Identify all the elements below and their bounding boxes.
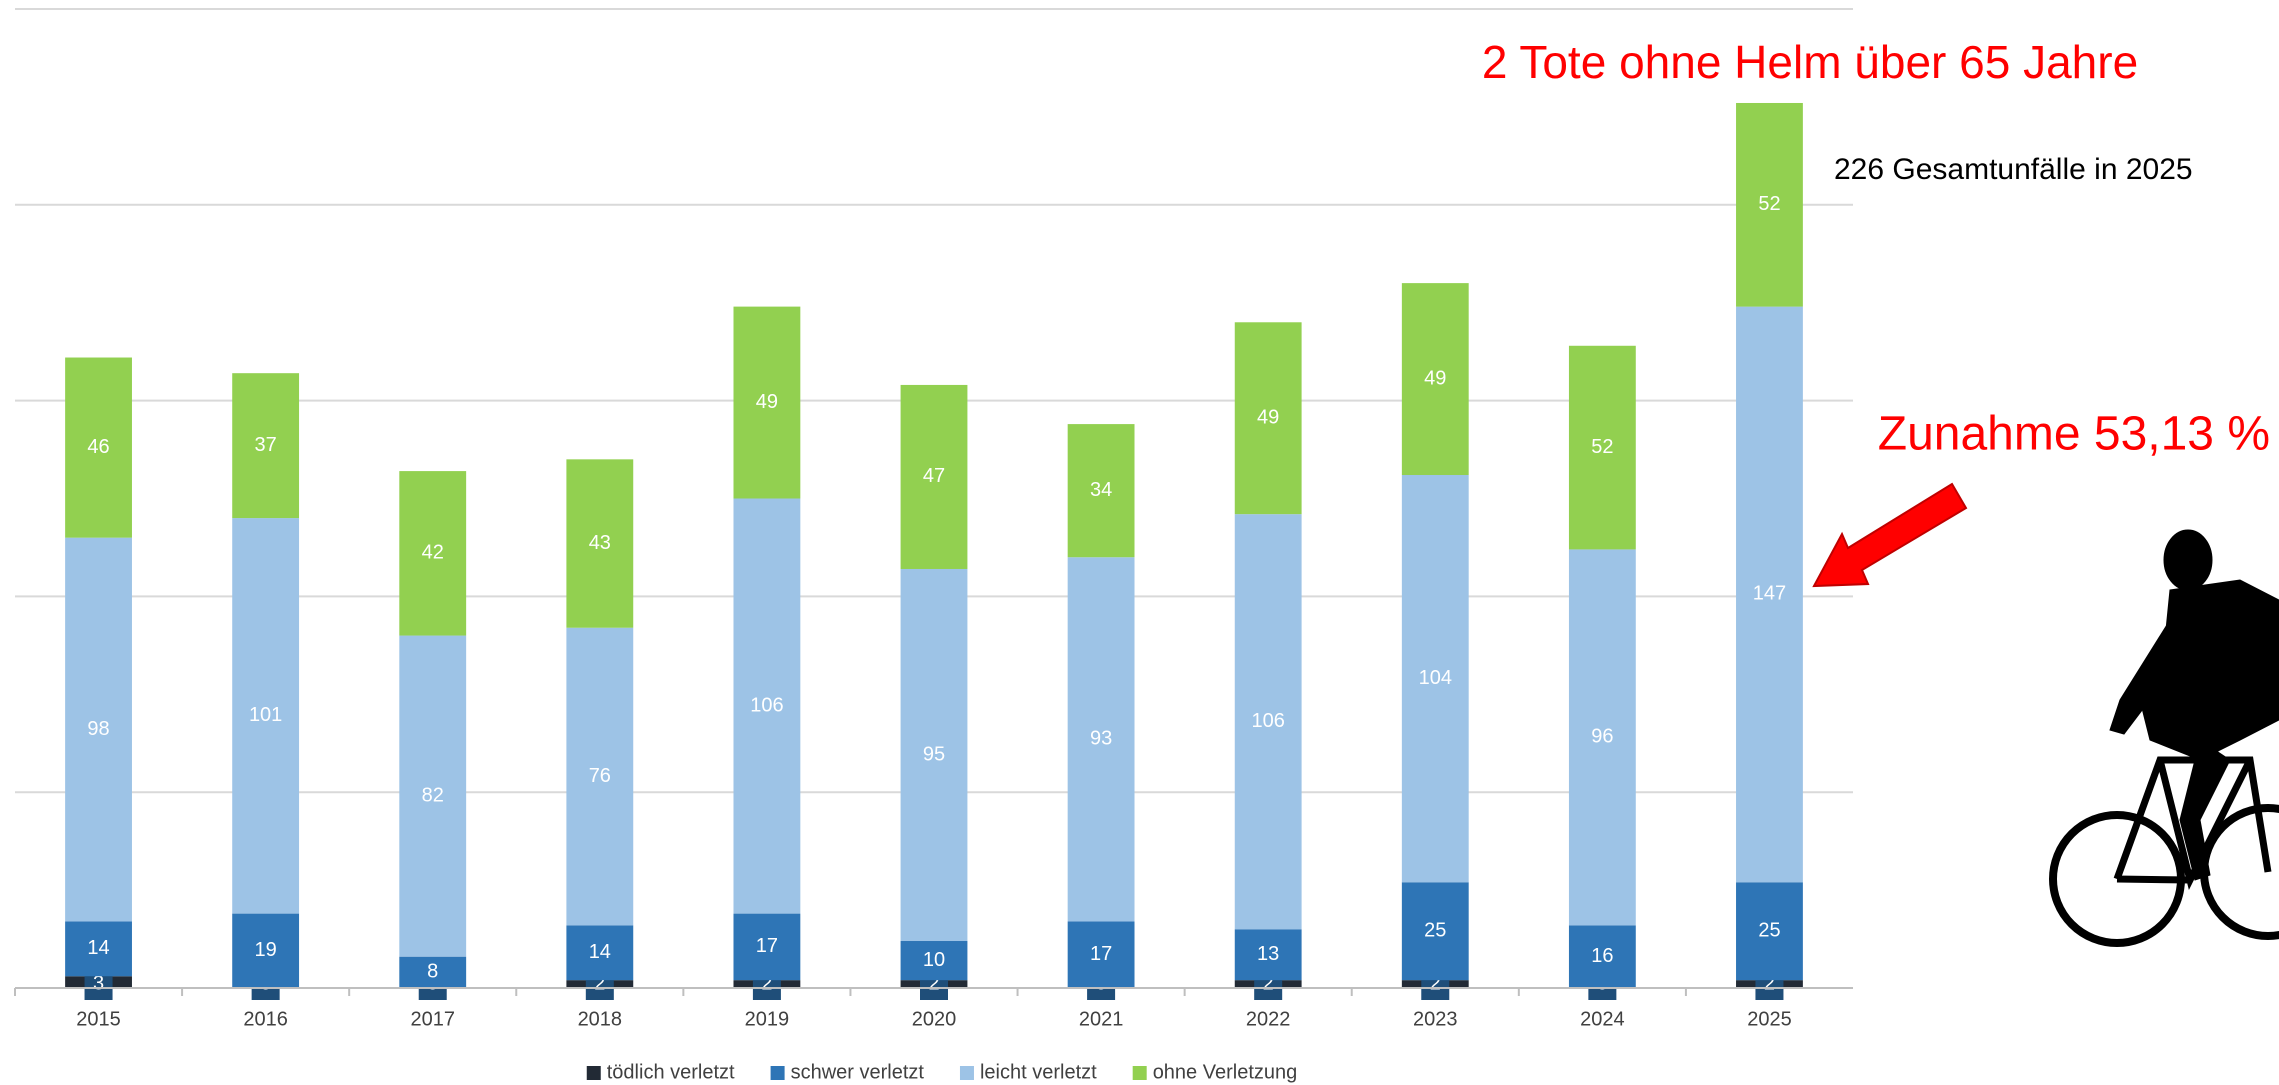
legend-swatch (586, 1066, 601, 1080)
data-label: 52 (1591, 436, 1613, 458)
data-label: 104 (1419, 667, 1452, 689)
data-label: 17 (1090, 943, 1112, 965)
bar-segment (232, 373, 300, 519)
x-tick-label: 2021 (1079, 1008, 1124, 1030)
data-label: 19 (255, 939, 277, 961)
bar-segment (399, 635, 467, 957)
data-label: 49 (1257, 407, 1279, 429)
bar-segment (399, 956, 467, 988)
data-label: 2 (761, 972, 772, 994)
x-tick-label: 2016 (243, 1008, 288, 1030)
data-label: 10 (923, 949, 945, 971)
bar-segment (1568, 345, 1636, 550)
bar-segment (65, 357, 132, 538)
legend-label: schwer verletzt (791, 1061, 925, 1083)
data-label: 8 (427, 961, 438, 983)
legend-label: ohne Verletzung (1153, 1061, 1298, 1083)
bar-segment (1067, 557, 1135, 922)
bar-segment (733, 913, 801, 981)
x-tick-label: 2017 (410, 1008, 455, 1030)
data-label: 25 (1424, 919, 1446, 941)
legend-swatch (770, 1066, 785, 1080)
data-label: 49 (756, 391, 778, 413)
bar-segment (566, 459, 634, 628)
bar-segment (65, 537, 132, 922)
data-label: 82 (422, 784, 444, 806)
data-label: 76 (589, 765, 611, 787)
annotation: 2 Tote ohne Helm über 65 Jahre (1482, 36, 2138, 88)
x-tick-label: 2022 (1246, 1008, 1291, 1030)
data-label: 17 (756, 935, 778, 957)
bar-segment (1401, 475, 1469, 883)
bar-segment (1736, 102, 1803, 307)
data-label: 101 (249, 704, 282, 726)
x-tick-label: 2019 (745, 1008, 790, 1030)
data-label: 52 (1758, 193, 1780, 215)
data-label: 14 (589, 941, 611, 963)
bar-segment (900, 941, 968, 981)
data-label: 3 (93, 972, 104, 994)
data-label: 46 (87, 436, 109, 458)
bar-segment (1234, 514, 1302, 930)
legend-label: tödlich verletzt (607, 1061, 735, 1083)
x-tick-label: 2020 (912, 1008, 957, 1030)
x-tick-label: 2018 (578, 1008, 623, 1030)
x-tick-label: 2015 (76, 1008, 121, 1030)
bar-segment (566, 627, 634, 926)
legend: tödlich verletzt schwer verletzt leicht ve… (586, 1061, 1298, 1083)
bar-segment (232, 913, 300, 988)
bar-segment (900, 568, 968, 942)
bar-segment (1736, 882, 1803, 981)
data-label: 37 (255, 434, 277, 456)
bar-segment (1401, 283, 1469, 476)
data-label: 2 (594, 972, 605, 994)
annotation: Zunahme 53,13 % (1878, 408, 2270, 461)
legend-label: leicht verletzt (980, 1061, 1097, 1083)
data-label: 2 (1430, 972, 1441, 994)
x-tick-label: 2023 (1413, 1008, 1458, 1030)
bar-segment (900, 384, 968, 569)
bar-segment (1234, 322, 1302, 515)
data-label: 93 (1090, 728, 1112, 750)
bar-segment (1568, 549, 1636, 926)
data-label: 25 (1758, 919, 1780, 941)
bar-segment (733, 498, 801, 914)
data-label: 96 (1591, 726, 1613, 748)
bar-segment (399, 471, 467, 636)
annotation: 226 Gesamtunfälle in 2025 (1834, 153, 2193, 186)
x-tick-label: 2024 (1580, 1008, 1625, 1030)
bar-segment (566, 925, 634, 981)
bar-segment (1568, 925, 1636, 988)
data-label: 2 (1764, 972, 1775, 994)
bar-segment (1234, 929, 1302, 981)
data-label: 2 (1263, 972, 1274, 994)
data-label: 106 (750, 694, 783, 716)
arrow (1812, 482, 1968, 588)
bar-segment (1401, 882, 1469, 981)
cyclist-icon (2049, 529, 2279, 947)
bar-segment (733, 306, 801, 499)
x-tick-label: 2025 (1747, 1008, 1792, 1030)
bar-segment (1736, 306, 1803, 883)
data-label: 95 (923, 743, 945, 765)
data-label: 49 (1424, 367, 1446, 389)
legend-swatch (1132, 1066, 1147, 1080)
data-label: 34 (1090, 479, 1112, 501)
data-label: 14 (87, 937, 109, 959)
data-label: 106 (1251, 710, 1284, 732)
bar-segment (232, 518, 300, 914)
data-label: 2 (928, 972, 939, 994)
data-label: 147 (1753, 583, 1786, 605)
data-label: 98 (87, 718, 109, 740)
legend-swatch (959, 1066, 974, 1080)
data-label: 43 (589, 532, 611, 554)
data-label: 42 (422, 542, 444, 564)
data-label: 16 (1591, 945, 1613, 967)
bar-segment (1067, 921, 1135, 988)
bar-segment (1067, 424, 1135, 558)
data-label: 13 (1257, 943, 1279, 965)
data-label: 47 (923, 465, 945, 487)
bar-segment (65, 921, 132, 977)
